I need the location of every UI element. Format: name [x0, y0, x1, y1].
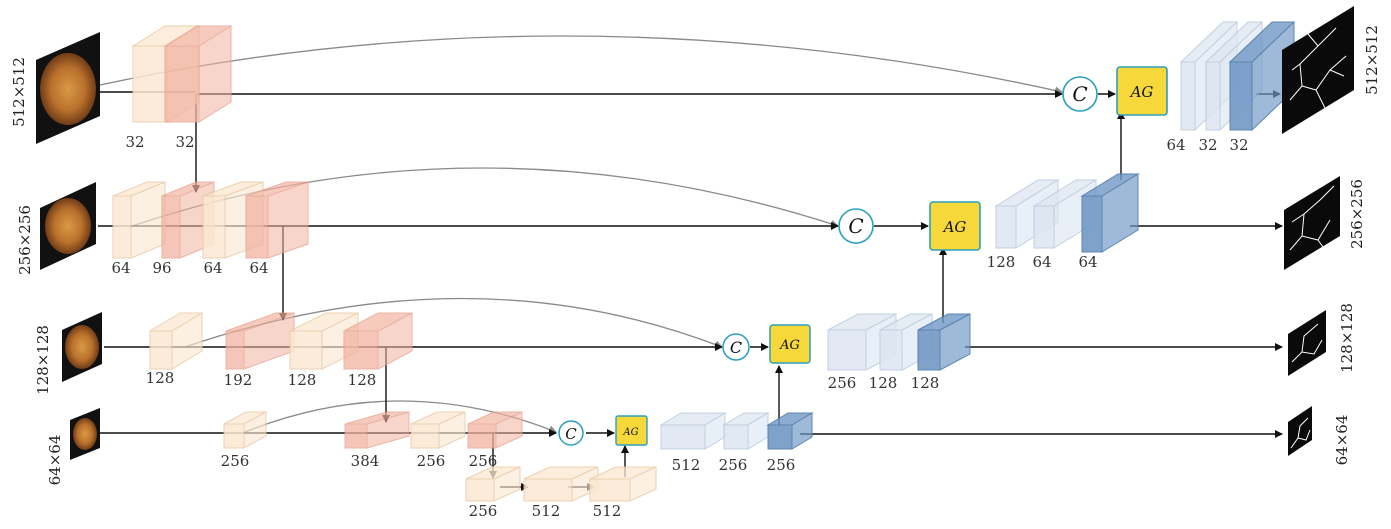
- enc-r4-b3: [467, 411, 523, 449]
- enc-row2-label-0: 64: [111, 259, 130, 277]
- input-scale-128: 128×128: [34, 325, 52, 395]
- concat-node-row3: C: [722, 333, 750, 361]
- attention-gate-row1: AG: [1116, 66, 1168, 116]
- dec-row2-label-0: 128: [987, 253, 1016, 271]
- ag-label-row2: AG: [942, 218, 967, 236]
- input-image-512: [36, 32, 100, 144]
- input-scale-256: 256×256: [16, 205, 34, 275]
- enc-row2-label-2: 64: [203, 259, 222, 277]
- dec-r4-b1: [722, 412, 770, 450]
- bottleneck-label-1: 512: [532, 502, 561, 520]
- concat-node-row1: C: [1062, 76, 1098, 112]
- concat-label-row4: C: [565, 425, 577, 443]
- enc-row4-label-1: 384: [351, 452, 380, 470]
- concat-nodes: C C C C: [558, 76, 1098, 446]
- enc-row3-label-1: 192: [224, 371, 253, 389]
- enc-r3-b1: [225, 312, 295, 370]
- bott-b0: [465, 466, 521, 502]
- concat-node-row4: C: [558, 420, 584, 446]
- output-scale-512: 512×512: [1363, 25, 1381, 95]
- input-image-128: [62, 312, 102, 382]
- enc-r1-b1: [163, 25, 233, 123]
- ag-label-row1: AG: [1129, 83, 1154, 101]
- enc-r3-b3: [343, 312, 413, 370]
- attention-gate-row4: AG: [615, 415, 648, 446]
- enc-r4-b1: [344, 411, 410, 449]
- bottleneck-label-2: 512: [593, 502, 622, 520]
- enc-row3-label-3: 128: [348, 371, 377, 389]
- dec-r4-b0: [659, 412, 727, 450]
- output-map-128: [1288, 310, 1326, 376]
- dec-row1-label-0: 64: [1166, 136, 1185, 154]
- dec-row3-label-2: 128: [911, 374, 940, 392]
- dec-row2-label-1: 64: [1032, 253, 1051, 271]
- enc-row1-label-1: 32: [175, 133, 194, 151]
- enc-r2-b3: [245, 181, 309, 259]
- enc-r4-b2: [410, 411, 466, 449]
- output-map-64: [1288, 406, 1312, 456]
- input-image-256: [40, 182, 96, 270]
- concat-label-row1: C: [1072, 82, 1087, 106]
- enc-row2-label-3: 64: [249, 259, 268, 277]
- attention-gates: AG AG AG AG: [615, 66, 1168, 446]
- input-images: [36, 32, 102, 460]
- output-maps: [1282, 6, 1354, 456]
- dec-r1-b2: [1228, 20, 1296, 132]
- dec-row1-label-1: 32: [1198, 136, 1217, 154]
- input-scale-512: 512×512: [10, 57, 28, 127]
- enc-row4-label-0: 256: [221, 452, 250, 470]
- dec-row1-label-2: 32: [1229, 136, 1248, 154]
- dec-row4-label-2: 256: [767, 456, 796, 474]
- enc-r3-b0: [148, 312, 204, 370]
- dec-row3-label-0: 256: [828, 374, 857, 392]
- scale-labels: 512×512 256×256 128×128 64×64 512×512 25…: [10, 25, 1381, 485]
- bott-b2: [589, 466, 657, 502]
- feature-blocks: [112, 20, 1296, 502]
- attention-gate-row2: AG: [929, 201, 981, 251]
- concat-label-row2: C: [848, 214, 863, 238]
- dec-r4-b2: [766, 412, 814, 450]
- dec-r3-b2: [917, 313, 971, 371]
- enc-r4-b0: [223, 411, 267, 449]
- concat-node-row2: C: [838, 208, 874, 244]
- bottleneck-label-0: 256: [469, 502, 498, 520]
- bott-b1: [523, 466, 599, 502]
- dec-r2-b2: [1080, 173, 1140, 253]
- enc-row1-label-0: 32: [125, 133, 144, 151]
- enc-row4-label-3: 256: [469, 452, 498, 470]
- output-map-256: [1284, 176, 1340, 270]
- dec-row3-label-1: 128: [869, 374, 898, 392]
- output-scale-128: 128×128: [1338, 303, 1356, 373]
- input-scale-64: 64×64: [46, 435, 64, 486]
- dec-row4-label-0: 512: [672, 456, 701, 474]
- attention-gate-row3: AG: [769, 324, 811, 364]
- enc-r2-b0: [112, 181, 166, 259]
- dec-row4-label-1: 256: [719, 456, 748, 474]
- dec-row2-label-2: 64: [1078, 253, 1097, 271]
- concat-label-row3: C: [730, 338, 742, 357]
- enc-row2-label-1: 96: [152, 259, 171, 277]
- output-scale-256: 256×256: [1348, 179, 1366, 249]
- output-map-512: [1282, 6, 1354, 134]
- output-scale-64: 64×64: [1333, 415, 1351, 466]
- input-image-64: [70, 408, 100, 460]
- enc-row3-label-0: 128: [146, 369, 175, 387]
- enc-row4-label-2: 256: [417, 452, 446, 470]
- ag-label-row4: AG: [622, 427, 638, 438]
- enc-row3-label-2: 128: [288, 371, 317, 389]
- channel-labels: 32 32 64 96 64 64 128 192 128 128 256 38…: [111, 133, 1248, 520]
- ag-label-row3: AG: [779, 338, 800, 353]
